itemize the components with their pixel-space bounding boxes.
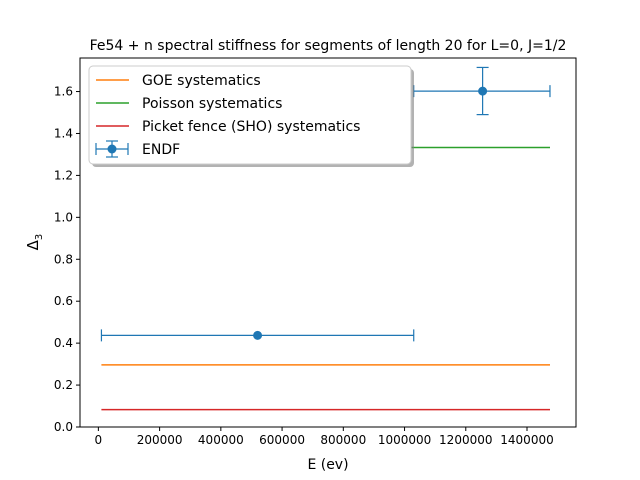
y-axis-label-subscript: 3	[34, 234, 45, 240]
y-axis-label: Δ3	[24, 234, 45, 251]
y-tick-label: 0.2	[54, 378, 73, 392]
data-point-marker	[253, 330, 263, 340]
axes: 0 200000 400000 600000 800000 1000000 1200000 1…	[54, 57, 577, 447]
x-axis-label: E (ev)	[307, 457, 348, 473]
data-point-marker	[478, 86, 488, 96]
legend-label: Poisson systematics	[142, 96, 282, 112]
y-tick-label: 1.2	[54, 168, 73, 182]
y-tick-label: 1.0	[54, 210, 73, 224]
legend-label: Picket fence (SHO) systematics	[142, 119, 360, 135]
x-tick-label: 800000	[320, 433, 366, 447]
x-tick-label: 0	[95, 433, 103, 447]
legend-marker	[107, 144, 117, 154]
legend-item: Poisson systematics	[96, 96, 282, 112]
legend-item: ENDF	[95, 140, 180, 158]
y-tick-label: 0.8	[54, 252, 73, 266]
y-tick-label: 0.0	[54, 420, 73, 434]
x-tick-label: 1400000	[500, 433, 553, 447]
y-tick-label: 1.6	[54, 85, 73, 99]
x-tick-label: 200000	[137, 433, 183, 447]
y-tick-label: 1.4	[54, 126, 73, 140]
legend-box	[88, 65, 412, 165]
legend-label: ENDF	[142, 142, 180, 158]
x-tick-label: 1000000	[378, 433, 431, 447]
y-tick-label: 0.4	[54, 336, 73, 350]
legend-item: Picket fence (SHO) systematics	[96, 119, 360, 135]
legend: GOE systematics Poisson systematics Picket…	[88, 65, 414, 167]
svg-text:Δ3: Δ3	[24, 234, 45, 251]
y-axis-label-main: Δ	[24, 239, 42, 250]
legend-item: GOE systematics	[96, 73, 261, 89]
errorbar-point-1	[100, 329, 415, 342]
chart-title: Fe54 + n spectral stiffness for segments…	[90, 38, 567, 54]
y-tick-label: 0.6	[54, 294, 73, 308]
legend-label: GOE systematics	[142, 73, 261, 89]
x-tick-label: 400000	[198, 433, 244, 447]
x-tick-label: 1200000	[439, 433, 492, 447]
x-tick-label: 600000	[259, 433, 305, 447]
plot-frame	[79, 57, 577, 428]
